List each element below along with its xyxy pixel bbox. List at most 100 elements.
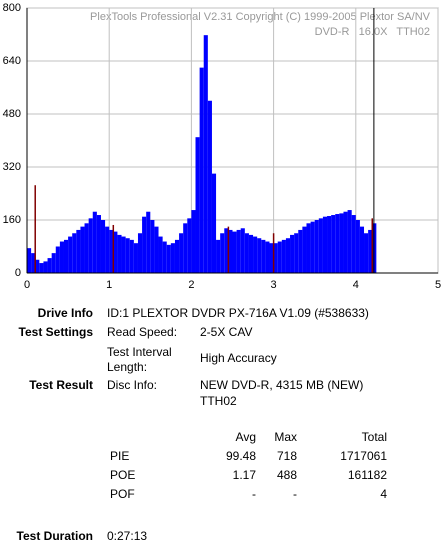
bar xyxy=(51,253,56,273)
bar xyxy=(92,211,97,273)
bar xyxy=(191,210,196,273)
bar xyxy=(351,215,356,273)
bar xyxy=(331,215,336,273)
bar xyxy=(199,67,204,273)
x-tick-label: 4 xyxy=(353,279,359,291)
row-label: POF xyxy=(110,487,135,501)
key: Test Interval xyxy=(107,345,172,359)
bar xyxy=(170,243,175,273)
bar xyxy=(63,239,69,273)
column-header: Max xyxy=(274,430,297,444)
bar xyxy=(183,223,188,273)
bar xyxy=(244,233,249,273)
bar xyxy=(302,226,307,273)
cell: 4 xyxy=(380,487,387,501)
bar xyxy=(133,243,138,273)
bar xyxy=(265,241,270,273)
bar xyxy=(261,239,266,273)
label: Drive Info xyxy=(37,306,93,320)
bar xyxy=(55,246,60,273)
bar xyxy=(31,253,36,273)
bar xyxy=(294,233,299,273)
bar xyxy=(368,229,373,273)
bar xyxy=(347,210,352,273)
bar xyxy=(290,234,295,273)
row-label: PIE xyxy=(110,449,130,463)
bar xyxy=(68,236,73,273)
x-tick-label: 1 xyxy=(106,279,112,291)
bar xyxy=(220,233,225,273)
bar xyxy=(113,231,118,273)
bar xyxy=(211,173,217,273)
bar xyxy=(195,137,200,273)
bar xyxy=(322,216,328,273)
y-tick-label: 480 xyxy=(3,108,21,120)
y-tick-label: 640 xyxy=(3,55,21,67)
bar xyxy=(76,229,81,273)
bar xyxy=(150,220,155,273)
x-tick-label: 5 xyxy=(435,279,441,291)
y-tick-label: 160 xyxy=(3,214,21,226)
bar xyxy=(277,241,282,273)
bar xyxy=(100,220,106,273)
bar xyxy=(96,215,101,273)
value: High Accuracy xyxy=(200,351,277,365)
bar xyxy=(47,258,52,273)
label: Test Duration xyxy=(16,529,93,543)
bar xyxy=(240,228,245,273)
bar xyxy=(174,239,180,273)
annotation: PlexTools Professional V2.31 Copyright (… xyxy=(90,11,431,23)
bar xyxy=(35,259,40,273)
bar xyxy=(314,220,319,273)
y-tick-label: 320 xyxy=(3,161,21,173)
bar xyxy=(310,221,315,273)
cell: - xyxy=(293,487,297,501)
key: Read Speed: xyxy=(107,325,178,339)
bar xyxy=(109,229,114,273)
y-tick-label: 800 xyxy=(3,2,21,14)
bar xyxy=(257,238,262,273)
bar xyxy=(27,248,32,273)
column-header: Total xyxy=(361,430,387,444)
value: ID:1 PLEXTOR DVDR PX-716A V1.09 (#538633… xyxy=(107,306,369,320)
bar xyxy=(355,220,360,273)
bar xyxy=(298,229,303,273)
bar xyxy=(232,231,237,273)
bar xyxy=(117,234,122,273)
bar xyxy=(364,233,369,273)
key: Length: xyxy=(107,360,148,374)
bar xyxy=(228,229,233,273)
bar xyxy=(273,243,278,273)
bar xyxy=(327,216,332,273)
bar xyxy=(59,241,64,273)
row-label: POE xyxy=(110,468,136,482)
bar xyxy=(158,236,163,273)
annotation: DVD-R 16.0X TTH02 xyxy=(315,26,430,38)
x-tick-label: 2 xyxy=(188,279,194,291)
cell: - xyxy=(252,487,256,501)
cell: 718 xyxy=(276,449,297,463)
bar xyxy=(339,213,344,273)
bar xyxy=(43,261,48,273)
bar xyxy=(146,211,151,273)
value: NEW DVD-R, 4315 MB (NEW) xyxy=(200,378,364,392)
bar xyxy=(105,226,110,273)
cell: 1717061 xyxy=(340,449,387,463)
bar xyxy=(224,228,229,273)
bar xyxy=(253,236,258,273)
bar xyxy=(269,243,274,273)
bar xyxy=(142,216,147,273)
value: TTH02 xyxy=(200,394,237,408)
cell: 99.48 xyxy=(225,449,256,463)
cell: 161182 xyxy=(347,468,387,482)
bar xyxy=(162,241,167,273)
label: Test Result xyxy=(29,378,93,392)
bar xyxy=(154,226,159,273)
bar xyxy=(285,238,291,273)
bar xyxy=(203,35,208,273)
bar xyxy=(129,239,134,273)
x-tick-label: 3 xyxy=(271,279,277,291)
x-tick-label: 0 xyxy=(24,279,30,291)
bar xyxy=(343,211,348,273)
bar xyxy=(39,263,44,273)
